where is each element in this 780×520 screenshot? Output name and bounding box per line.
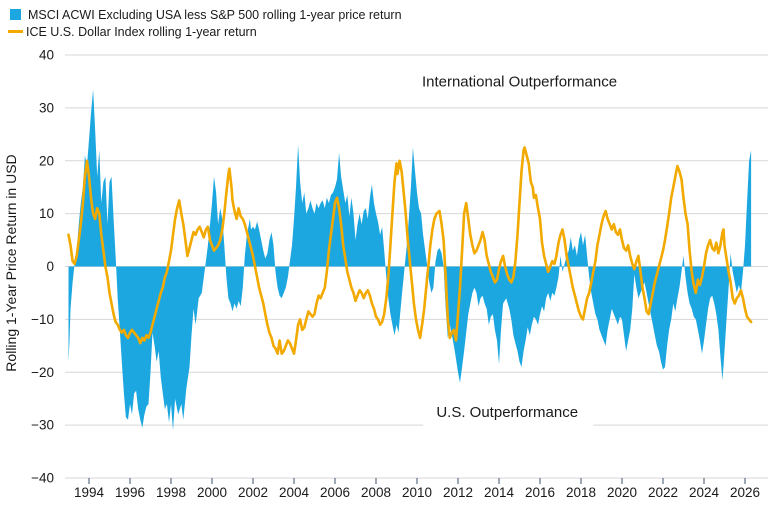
- legend-item-dollar: ICE U.S. Dollar Index rolling 1-year ret…: [8, 23, 402, 40]
- dollar-series-swatch-icon: [8, 30, 23, 33]
- y-tick-label: −10: [31, 312, 54, 327]
- y-tick-label: 0: [46, 259, 54, 274]
- y-tick-label: 40: [39, 48, 54, 63]
- y-tick-label: 20: [39, 153, 54, 168]
- x-tick-label: 2014: [484, 485, 515, 500]
- msci-series-swatch-icon: [10, 9, 21, 20]
- legend-label-dollar: ICE U.S. Dollar Index rolling 1-year ret…: [26, 24, 257, 39]
- x-tick-label: 2004: [279, 485, 310, 500]
- y-tick-label: −30: [31, 418, 54, 433]
- x-tick-label: 1996: [115, 485, 145, 500]
- y-tick-label: 10: [39, 206, 54, 221]
- annotation-us-backdrop: [423, 398, 594, 427]
- x-tick-label: 2002: [238, 485, 268, 500]
- y-tick-label: −40: [31, 471, 54, 486]
- y-tick-label: 30: [39, 100, 54, 115]
- y-tick-label: −20: [31, 365, 54, 380]
- dollar-line-series: [67, 146, 753, 356]
- legend-item-msci: MSCI ACWI Excluding USA less S&P 500 rol…: [10, 6, 402, 23]
- x-tick-label: 2012: [443, 485, 473, 500]
- x-tick-label: 1998: [156, 485, 186, 500]
- legend-label-msci: MSCI ACWI Excluding USA less S&P 500 rol…: [28, 7, 402, 22]
- x-tick-label: 2000: [197, 485, 227, 500]
- x-tick-label: 2026: [730, 485, 760, 500]
- x-tick-label: 2016: [525, 485, 555, 500]
- x-tick-label: 1994: [74, 485, 105, 500]
- y-axis-title: Rolling 1-Year Price Return in USD: [3, 154, 19, 372]
- x-tick-label: 2024: [689, 485, 720, 500]
- x-tick-label: 2018: [566, 485, 596, 500]
- x-tick-label: 2022: [648, 485, 678, 500]
- annotation-international: International Outperformance: [422, 73, 617, 90]
- x-tick-label: 2020: [607, 485, 637, 500]
- chart-legend: MSCI ACWI Excluding USA less S&P 500 rol…: [8, 6, 402, 40]
- x-tick-label: 2008: [361, 485, 391, 500]
- x-tick-label: 2010: [402, 485, 432, 500]
- x-tick-label: 2006: [320, 485, 350, 500]
- annotation-us: U.S. Outperformance: [436, 404, 578, 421]
